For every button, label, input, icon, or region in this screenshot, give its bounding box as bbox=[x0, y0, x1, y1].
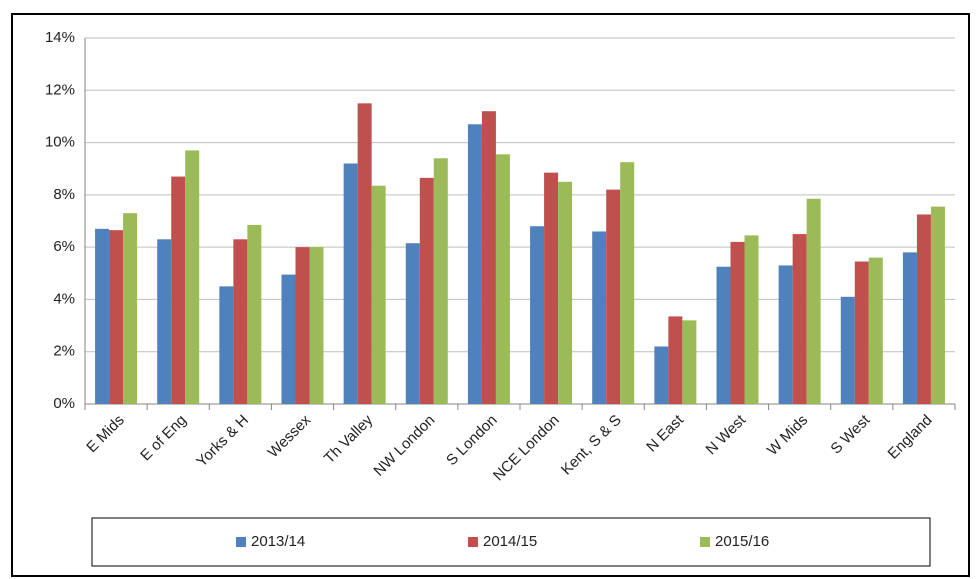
bar bbox=[558, 181, 573, 404]
legend-swatch bbox=[468, 537, 478, 547]
bar bbox=[481, 111, 496, 404]
bar bbox=[716, 266, 731, 404]
bar bbox=[902, 252, 917, 404]
bar bbox=[405, 243, 420, 404]
legend-label: 2013/14 bbox=[251, 533, 305, 550]
legend-label: 2014/15 bbox=[483, 533, 537, 550]
x-tick-label: W Mids bbox=[764, 412, 811, 459]
x-tick-label: S London bbox=[443, 412, 500, 469]
bar bbox=[281, 274, 296, 404]
bar bbox=[295, 247, 310, 404]
bar bbox=[854, 261, 869, 404]
x-tick-label: Kent, S & S bbox=[558, 412, 625, 479]
bar bbox=[744, 235, 759, 404]
y-tick-label: 4% bbox=[53, 290, 75, 307]
legend-box bbox=[91, 517, 931, 567]
y-tick-label: 10% bbox=[45, 134, 75, 151]
bar bbox=[219, 286, 234, 404]
bar bbox=[778, 265, 793, 404]
bar bbox=[157, 239, 172, 404]
bar bbox=[233, 239, 248, 404]
bar bbox=[343, 163, 358, 404]
bar bbox=[620, 162, 635, 404]
bar bbox=[806, 198, 821, 404]
y-tick-label: 6% bbox=[53, 238, 75, 255]
bar bbox=[171, 176, 186, 404]
bar bbox=[185, 150, 200, 404]
x-tick-label: E of Eng bbox=[137, 412, 190, 465]
legend-label: 2015/16 bbox=[715, 533, 769, 550]
x-tick-label: E Mids bbox=[83, 412, 127, 456]
x-tick-label: NCE London bbox=[490, 412, 563, 485]
bar bbox=[309, 247, 324, 404]
bar bbox=[467, 124, 482, 405]
bar bbox=[916, 214, 931, 404]
bar bbox=[668, 316, 683, 404]
bar bbox=[371, 185, 386, 404]
bar bbox=[730, 241, 745, 404]
bar bbox=[123, 213, 138, 404]
legend-swatch bbox=[700, 537, 710, 547]
y-tick-label: 2% bbox=[53, 343, 75, 360]
y-tick-label: 0% bbox=[53, 395, 75, 412]
y-tick-label: 12% bbox=[45, 81, 75, 98]
x-tick-label: Th Valley bbox=[321, 411, 377, 467]
bar bbox=[419, 177, 434, 404]
x-tick-label: England bbox=[885, 412, 936, 463]
chart-frame bbox=[11, 13, 970, 577]
bar bbox=[792, 234, 807, 404]
bar bbox=[544, 172, 559, 404]
x-tick-label: Yorks & H bbox=[193, 412, 252, 471]
bar bbox=[433, 158, 448, 404]
bar bbox=[840, 296, 855, 404]
bar bbox=[357, 103, 372, 404]
bar bbox=[530, 226, 545, 404]
bar bbox=[247, 224, 262, 404]
bar bbox=[682, 320, 697, 404]
bar bbox=[930, 206, 945, 404]
bar bbox=[592, 231, 607, 404]
x-tick-label: S West bbox=[827, 411, 874, 458]
y-tick-label: 14% bbox=[45, 29, 75, 46]
legend-swatch bbox=[236, 537, 246, 547]
x-tick-label: Wessex bbox=[265, 411, 315, 461]
x-tick-label: NW London bbox=[370, 412, 438, 480]
bar bbox=[95, 228, 110, 404]
bar bbox=[495, 154, 510, 404]
bar bbox=[606, 189, 621, 404]
bar bbox=[654, 346, 669, 404]
bar bbox=[109, 230, 124, 404]
x-tick-label: N West bbox=[703, 411, 750, 458]
x-tick-label: N East bbox=[643, 411, 687, 455]
bar bbox=[868, 257, 883, 404]
y-tick-label: 8% bbox=[53, 186, 75, 203]
